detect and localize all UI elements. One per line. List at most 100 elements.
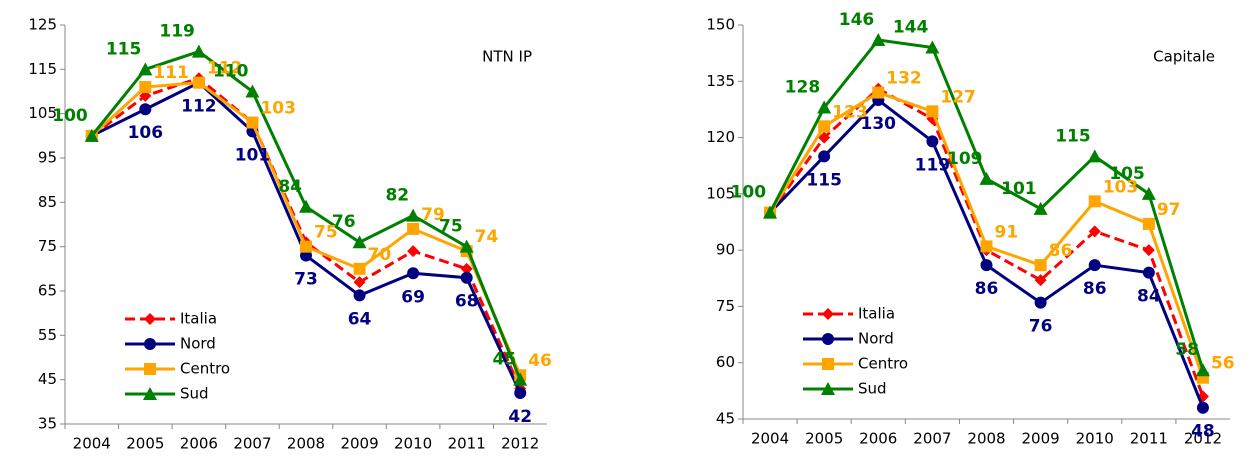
marker: [1034, 274, 1047, 287]
data-label: 119: [915, 155, 951, 175]
data-label: 58: [1175, 340, 1199, 360]
y-tick-label: 120: [706, 128, 735, 146]
data-label: 105: [1109, 164, 1145, 184]
x-tick-label: 2005: [126, 435, 164, 453]
marker: [407, 222, 420, 235]
marker: [1088, 225, 1101, 238]
data-label: 76: [332, 212, 356, 232]
data-label: 42: [508, 407, 532, 427]
marker: [979, 171, 994, 185]
data-label: 115: [1055, 126, 1091, 146]
data-label: 69: [401, 287, 425, 307]
marker: [980, 259, 993, 272]
data-label: 130: [861, 114, 897, 134]
data-label: 46: [528, 351, 552, 371]
marker: [246, 116, 259, 129]
data-label: 76: [1029, 317, 1053, 337]
x-tick-label: 2005: [805, 430, 843, 448]
legend-label: Italia: [180, 310, 217, 328]
marker: [1034, 296, 1047, 309]
data-label: 84: [278, 177, 302, 197]
data-label: 132: [886, 69, 922, 89]
y-tick-label: 105: [706, 184, 735, 202]
marker: [1034, 259, 1047, 272]
legend-label: Centro: [180, 360, 230, 378]
data-label: 112: [207, 59, 243, 79]
data-label: 75: [439, 217, 463, 237]
data-label: 64: [348, 309, 372, 329]
marker: [460, 271, 473, 284]
marker: [144, 313, 156, 325]
marker: [138, 62, 153, 76]
x-tick-label: 2006: [859, 430, 897, 448]
marker: [1141, 186, 1156, 200]
marker: [353, 262, 366, 275]
data-label: 110: [213, 62, 249, 82]
data-label: 48: [1191, 422, 1215, 442]
data-label: 146: [839, 10, 875, 30]
marker: [300, 240, 312, 253]
data-label: 79: [421, 205, 445, 225]
marker: [980, 240, 993, 253]
x-tick-label: 2004: [751, 430, 789, 448]
data-label: 127: [940, 87, 976, 107]
marker: [191, 44, 206, 58]
data-label: 100: [731, 183, 767, 203]
data-label: 123: [832, 102, 868, 122]
x-tick-label: 2004: [73, 435, 111, 453]
data-label: 74: [475, 227, 499, 247]
legend-label: Italia: [858, 305, 895, 323]
y-tick-label: 95: [38, 149, 57, 167]
marker: [514, 386, 527, 399]
marker: [1088, 259, 1101, 272]
y-tick-label: 60: [716, 353, 735, 371]
marker: [818, 131, 831, 144]
series-line: [768, 90, 1205, 379]
marker: [1142, 266, 1155, 279]
x-tick-label: 2012: [1184, 430, 1222, 448]
marker: [1142, 244, 1155, 257]
marker: [139, 103, 152, 116]
marker: [299, 199, 313, 213]
y-tick-label: 75: [38, 237, 57, 255]
y-tick-label: 105: [28, 104, 57, 122]
marker: [143, 387, 157, 400]
x-tick-label: 2008: [287, 435, 325, 453]
x-tick-label: 2010: [1076, 430, 1114, 448]
data-label: 86: [1049, 241, 1073, 261]
data-label: 56: [1211, 354, 1235, 374]
marker: [926, 105, 939, 118]
marker: [925, 40, 940, 54]
data-label: 109: [947, 149, 983, 169]
data-label: 86: [975, 279, 999, 299]
marker: [406, 208, 421, 222]
marker: [353, 276, 366, 289]
x-tick-label: 2007: [233, 435, 271, 453]
data-label: 75: [314, 223, 338, 243]
marker: [513, 372, 528, 386]
data-label: 103: [1103, 177, 1139, 197]
x-tick-label: 2006: [180, 435, 218, 453]
y-tick-label: 45: [38, 370, 57, 388]
marker: [926, 135, 939, 148]
data-label: 115: [106, 39, 142, 59]
x-tick-label: 2008: [967, 430, 1005, 448]
marker: [84, 128, 99, 142]
marker: [245, 84, 260, 98]
marker: [1195, 363, 1210, 377]
legend-label: Nord: [180, 335, 216, 353]
data-label: 84: [1137, 287, 1161, 307]
y-tick-label: 150: [706, 16, 735, 34]
marker: [1033, 201, 1048, 215]
data-label: 101: [235, 145, 271, 165]
marker: [192, 76, 205, 89]
y-tick-label: 45: [716, 410, 735, 428]
y-tick-label: 35: [38, 415, 57, 433]
data-label: 100: [52, 106, 88, 126]
x-tick-label: 2010: [394, 435, 432, 453]
marker: [407, 245, 420, 258]
data-label: 91: [995, 222, 1019, 242]
data-label: 101: [1001, 179, 1037, 199]
x-tick-label: 2009: [340, 435, 378, 453]
